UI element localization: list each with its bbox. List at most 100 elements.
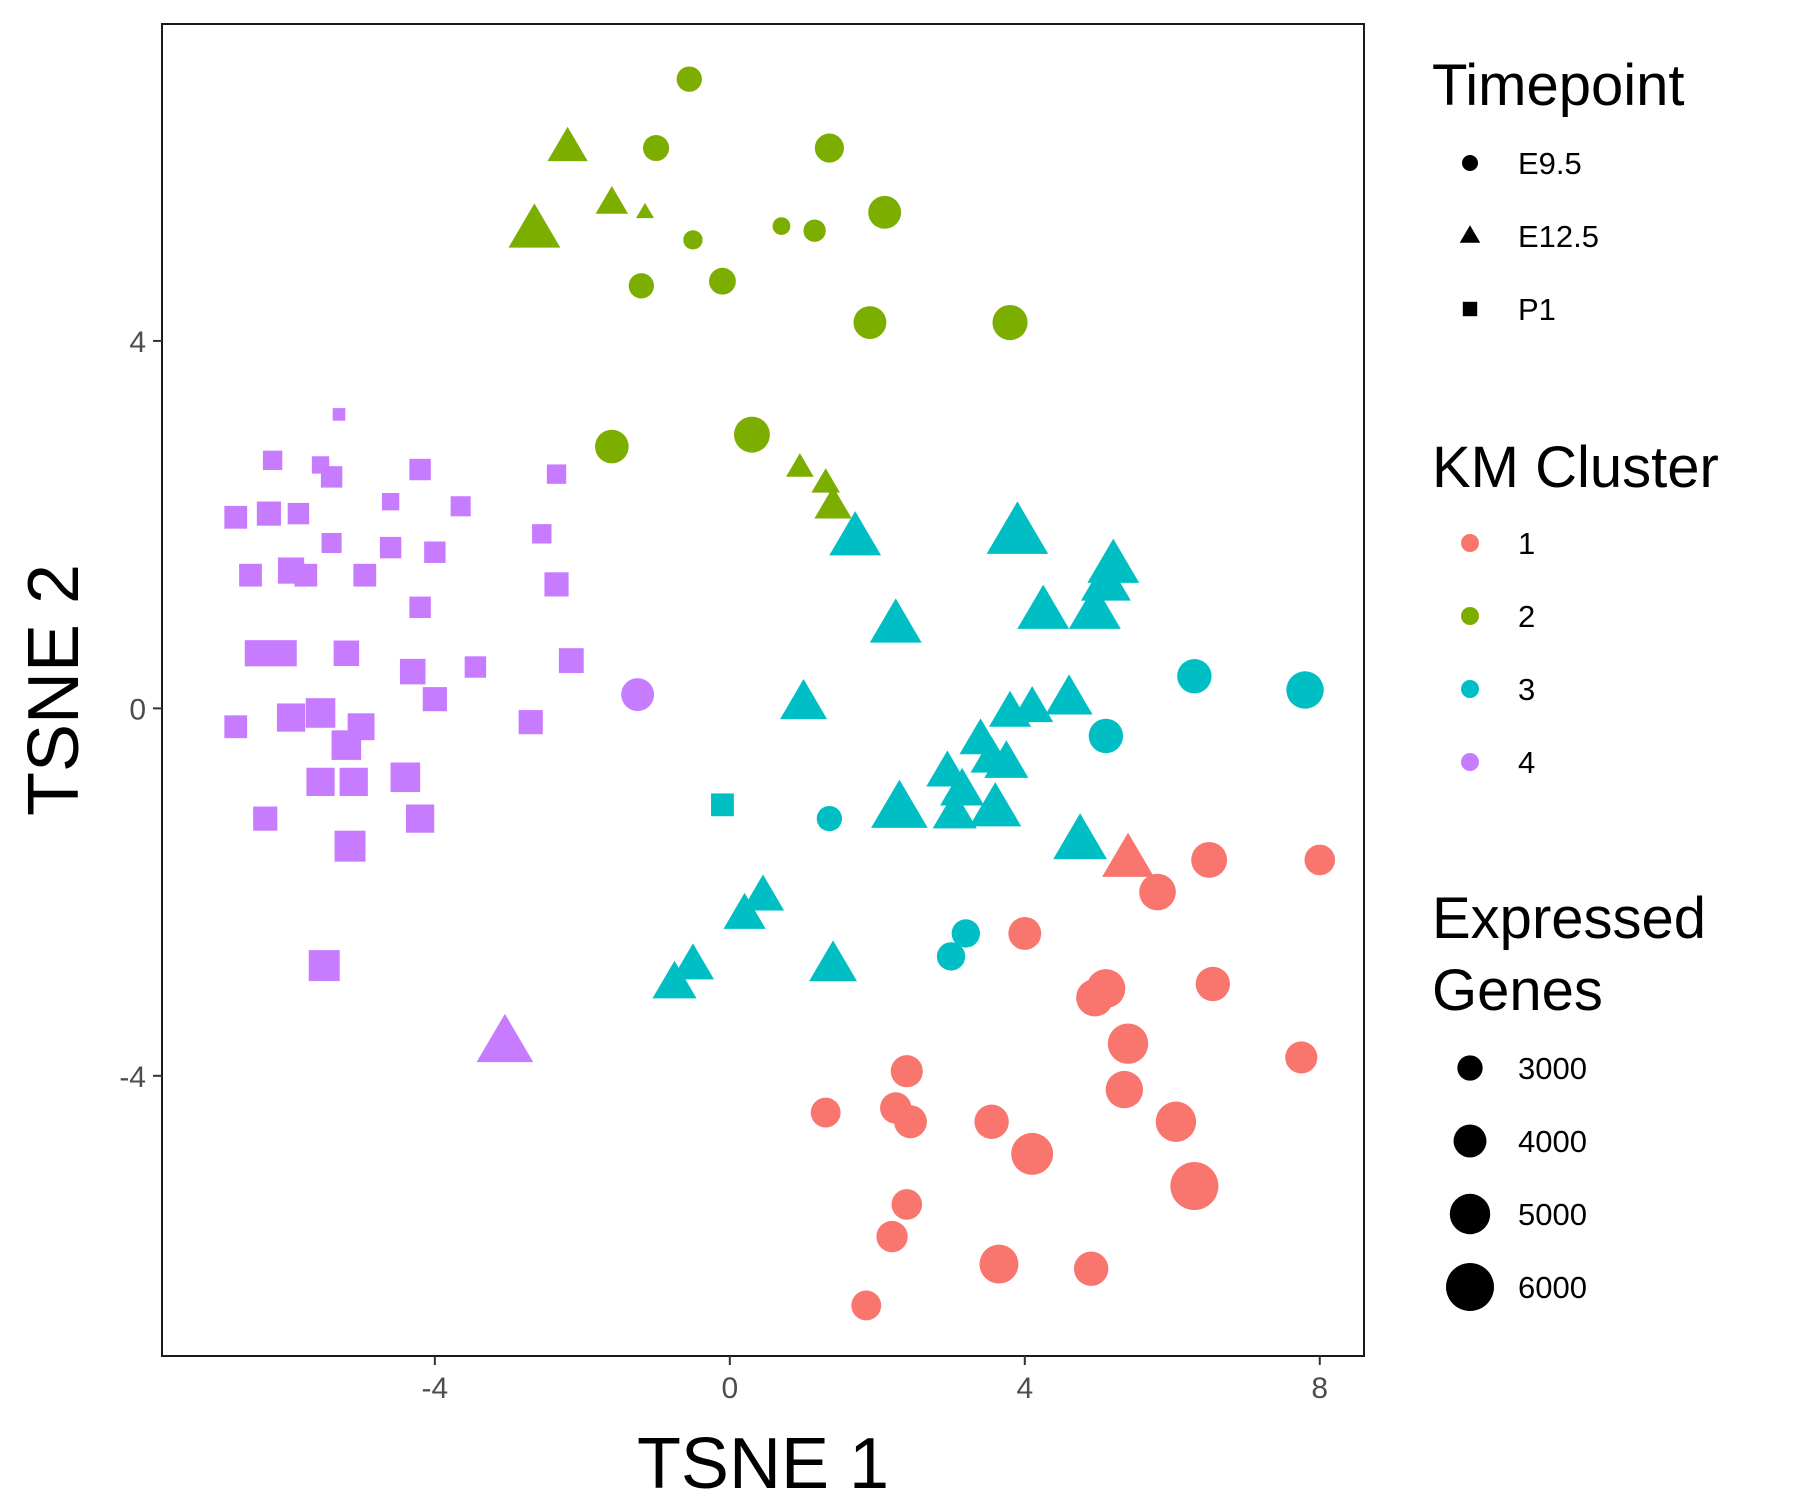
- data-point: [1068, 584, 1121, 629]
- data-point: [476, 1013, 534, 1063]
- data-point: [871, 779, 928, 828]
- data-point: [643, 134, 670, 162]
- data-point: [810, 1097, 841, 1128]
- legend-item-label: 4000: [1518, 1124, 1587, 1159]
- legend-key-color: [1461, 680, 1479, 698]
- data-point: [390, 762, 421, 793]
- data-point: [422, 687, 447, 712]
- data-point: [399, 658, 426, 685]
- data-point: [988, 690, 1032, 727]
- data-point: [940, 767, 985, 806]
- y-tick-label: 0: [129, 693, 146, 726]
- data-point: [262, 450, 283, 471]
- legend-key-square: [1462, 301, 1478, 317]
- legends: Timepoint E9.5 E12.5 P1 KM Cluster 1 2 3 4 Expres…: [1432, 53, 1719, 1311]
- data-point: [508, 203, 561, 248]
- data-point: [239, 563, 262, 587]
- data-point: [986, 501, 1049, 554]
- data-point: [876, 1220, 908, 1253]
- data-point: [305, 698, 336, 728]
- legend-key-color: [1461, 534, 1479, 552]
- data-point: [803, 219, 826, 242]
- data-point: [786, 453, 814, 477]
- data-point: [1053, 813, 1107, 860]
- data-point: [381, 493, 400, 511]
- data-point: [723, 892, 766, 929]
- data-point: [974, 1104, 1009, 1139]
- legend-item-label: P1: [1518, 292, 1556, 327]
- data-point: [332, 408, 346, 421]
- data-point: [851, 1290, 882, 1321]
- data-point: [711, 793, 734, 817]
- legend-item-label: E12.5: [1518, 219, 1599, 254]
- data-point: [1017, 584, 1070, 629]
- data-point: [450, 496, 471, 517]
- data-point: [628, 273, 654, 299]
- data-point: [969, 782, 1022, 827]
- data-point: [1011, 1132, 1054, 1175]
- data-point: [741, 874, 785, 911]
- legend-key-circle: [1462, 155, 1478, 171]
- x-tick-label: -4: [422, 1372, 449, 1405]
- data-point: [683, 230, 703, 250]
- data-point: [409, 458, 431, 481]
- data-point: [671, 943, 715, 980]
- data-point: [1170, 1162, 1219, 1211]
- data-point: [333, 640, 360, 667]
- data-point: [853, 306, 887, 339]
- data-point: [544, 572, 569, 597]
- legend-title-timepoint: Timepoint: [1432, 53, 1685, 118]
- data-point: [1155, 1101, 1197, 1142]
- legend-item-label: 4: [1518, 745, 1535, 780]
- data-point: [270, 640, 297, 667]
- data-point: [518, 710, 543, 735]
- data-point: [621, 678, 655, 712]
- data-point: [339, 767, 368, 796]
- legend-title-expressed-genes: Genes: [1432, 958, 1603, 1023]
- legend-item-label: E9.5: [1518, 146, 1582, 181]
- data-point: [1304, 844, 1336, 876]
- data-point: [224, 505, 248, 529]
- data-point: [676, 66, 702, 92]
- legend-title-expressed-genes: Expressed: [1432, 886, 1706, 951]
- data-point: [321, 532, 342, 554]
- data-point: [992, 304, 1028, 341]
- data-point: [1088, 718, 1124, 754]
- x-tick-label: 8: [1311, 1372, 1328, 1405]
- legend-key-color: [1461, 753, 1479, 771]
- data-point: [814, 133, 844, 163]
- y-tick-label: -4: [119, 1061, 146, 1094]
- data-point: [891, 1189, 923, 1220]
- data-point: [894, 1105, 927, 1139]
- data-point: [951, 919, 980, 948]
- legend-title-km-cluster: KM Cluster: [1432, 435, 1719, 500]
- data-point: [253, 806, 278, 831]
- legend-item-label: 1: [1518, 526, 1535, 561]
- data-point: [1105, 1070, 1144, 1109]
- data-point: [320, 466, 343, 488]
- data-point: [334, 830, 366, 862]
- data-point: [733, 416, 770, 453]
- data-point: [256, 501, 282, 526]
- data-point: [936, 942, 966, 971]
- data-point: [294, 563, 318, 587]
- data-point: [424, 541, 446, 563]
- data-point: [405, 804, 435, 833]
- data-point: [1285, 1041, 1318, 1074]
- data-point: [1286, 671, 1324, 709]
- data-point: [409, 596, 431, 619]
- data-point: [816, 805, 843, 832]
- data-point: [1045, 674, 1093, 715]
- data-point: [308, 950, 340, 982]
- axes: -4 0 4 8 -4 0 4: [119, 326, 1328, 1405]
- data-point: [984, 740, 1029, 778]
- data-point: [276, 703, 306, 732]
- data-point: [811, 468, 840, 493]
- x-tick-label: 0: [721, 1372, 738, 1405]
- legend-item-label: 2: [1518, 599, 1535, 634]
- data-point: [890, 1055, 923, 1088]
- data-point: [1195, 966, 1231, 1002]
- data-point: [595, 429, 629, 464]
